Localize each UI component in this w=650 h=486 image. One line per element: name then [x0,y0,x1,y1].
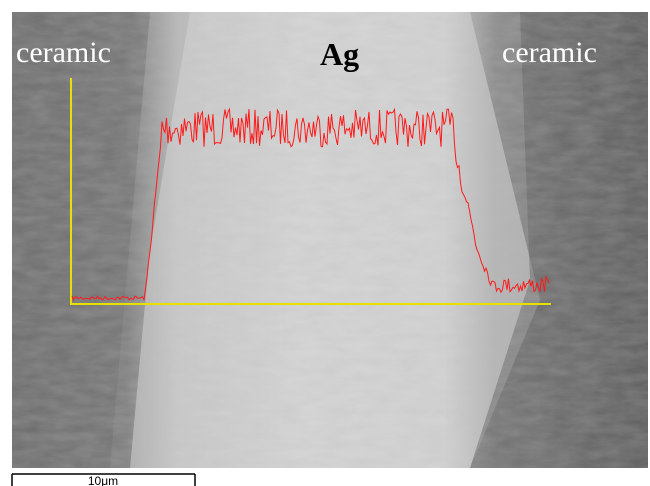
label-right: ceramic [502,36,597,69]
label-left: ceramic [16,36,111,69]
scale-bar-label: 10μm [88,474,118,486]
page: ceramic Ag ceramic 10μm [0,0,650,486]
micrograph [12,12,648,468]
label-center: Ag [320,36,359,72]
